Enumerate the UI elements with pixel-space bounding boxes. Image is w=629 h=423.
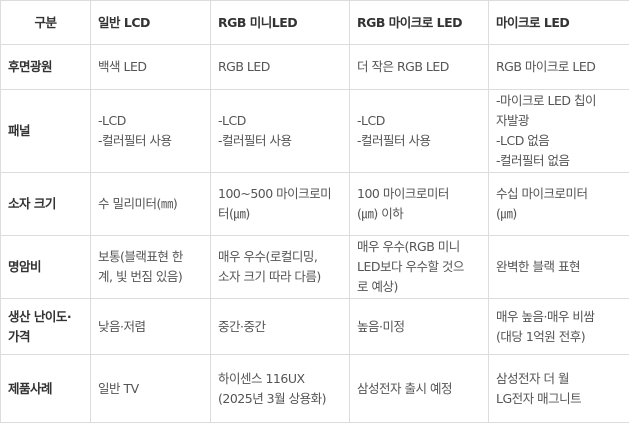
table-row: 제품사례 일반 TV 하이센스 116UX (2025년 3월 상용화) 삼성전… xyxy=(1,355,629,423)
table-row: 명암비 보통(블랙표현 한 계, 빛 번짐 있음) 매우 우수(로컬디밍, 소자… xyxy=(1,236,629,299)
header-row: 구분 일반 LCD RGB 미니LED RGB 마이크로 LED 마이크로 LE… xyxy=(1,1,629,45)
table-cell: 중간·중간 xyxy=(211,299,350,355)
table-cell: 백색 LED xyxy=(91,45,211,90)
table-row: 패널 -LCD -컬러필터 사용 -LCD -컬러필터 사용 -LCD -컬러필… xyxy=(1,90,629,173)
header-rgb-mini-led: RGB 미니LED xyxy=(211,1,350,45)
table-cell: 매우 우수(로컬디밍, 소자 크기 따라 다름) xyxy=(211,236,350,299)
table-cell: RGB LED xyxy=(211,45,350,90)
table-cell: 하이센스 116UX (2025년 3월 상용화) xyxy=(211,355,350,423)
table-row: 후면광원 백색 LED RGB LED 더 작은 RGB LED RGB 마이크… xyxy=(1,45,629,90)
table-cell: 낮음·저렴 xyxy=(91,299,211,355)
row-header: 패널 xyxy=(1,90,91,173)
header-lcd: 일반 LCD xyxy=(91,1,211,45)
table-cell: 더 작은 RGB LED xyxy=(350,45,489,90)
table-cell: 일반 TV xyxy=(91,355,211,423)
table-cell: -LCD -컬러필터 사용 xyxy=(211,90,350,173)
table-cell: 삼성전자 출시 예정 xyxy=(350,355,489,423)
row-header: 생산 난이도· 가격 xyxy=(1,299,91,355)
table-cell: 매우 높음·매우 비쌈 (대당 1억원 전후) xyxy=(489,299,629,355)
table-cell: -마이크로 LED 칩이 자발광 -LCD 없음 -컬러필터 없음 xyxy=(489,90,629,173)
header-rgb-micro-led: RGB 마이크로 LED xyxy=(350,1,489,45)
table-cell: 100 마이크로미터 (㎛) 이하 xyxy=(350,173,489,236)
table-cell: 삼성전자 더 월 LG전자 매그니트 xyxy=(489,355,629,423)
header-micro-led: 마이크로 LED xyxy=(489,1,629,45)
table-cell: 보통(블랙표현 한 계, 빛 번짐 있음) xyxy=(91,236,211,299)
row-header: 후면광원 xyxy=(1,45,91,90)
table-cell: 100~500 마이크로미 터(㎛) xyxy=(211,173,350,236)
table-cell: 높음·미정 xyxy=(350,299,489,355)
row-header: 제품사례 xyxy=(1,355,91,423)
table-cell: 수십 마이크로미터 (㎛) xyxy=(489,173,629,236)
header-category: 구분 xyxy=(1,1,91,45)
row-header: 소자 크기 xyxy=(1,173,91,236)
table-cell: -LCD -컬러필터 사용 xyxy=(91,90,211,173)
table-cell: RGB 마이크로 LED xyxy=(489,45,629,90)
table-row: 생산 난이도· 가격 낮음·저렴 중간·중간 높음·미정 매우 높음·매우 비쌈… xyxy=(1,299,629,355)
table-cell: 수 밀리미터(㎜) xyxy=(91,173,211,236)
table-cell: -LCD -컬러필터 사용 xyxy=(350,90,489,173)
row-header: 명암비 xyxy=(1,236,91,299)
table-row: 소자 크기 수 밀리미터(㎜) 100~500 마이크로미 터(㎛) 100 마… xyxy=(1,173,629,236)
table-cell: 완벽한 블랙 표현 xyxy=(489,236,629,299)
table-cell: 매우 우수(RGB 미니 LED보다 우수할 것으 로 예상) xyxy=(350,236,489,299)
